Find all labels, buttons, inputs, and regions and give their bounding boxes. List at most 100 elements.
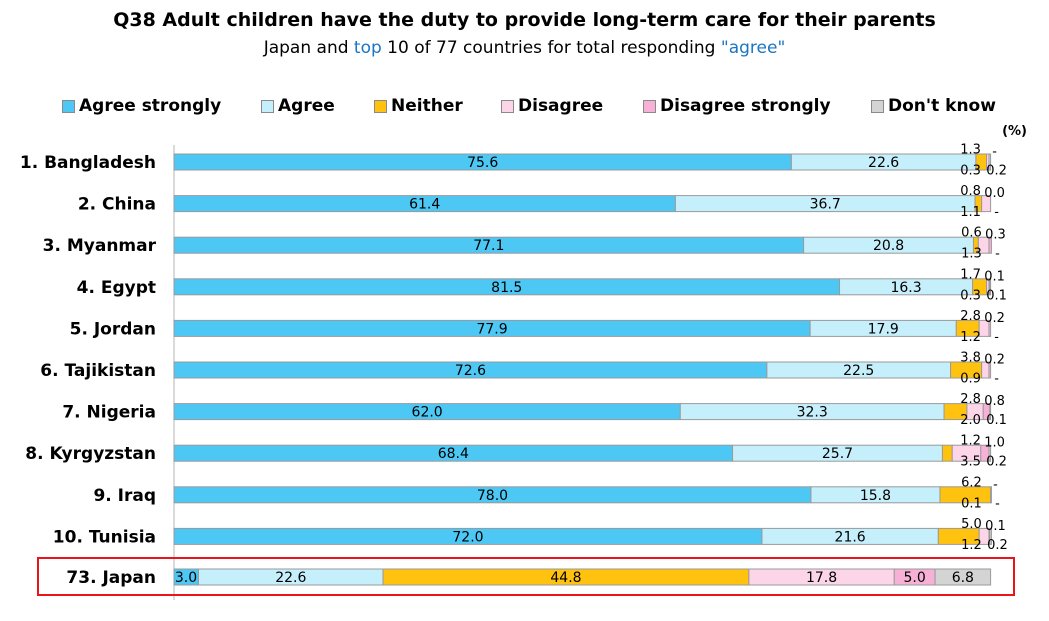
data-label-egypt-neither: 1.7 (960, 267, 981, 282)
bar-myanmar-disagree-strongly (988, 236, 992, 254)
data-label-china-agree-strongly: 61.4 (409, 197, 440, 213)
category-label-iraq: 9. Iraq (93, 486, 156, 506)
data-label-jordan-dont-know: - (994, 330, 999, 345)
unit-label: (%) (1002, 124, 1027, 139)
data-label-nigeria-dont-know: 0.1 (986, 413, 1007, 428)
data-label-china-agree: 36.7 (810, 197, 841, 213)
data-label-myanmar-dont-know: - (995, 247, 1000, 262)
category-label-tunisia: 10. Tunisia (53, 527, 156, 547)
data-label-china-disagree-strongly: 0.0 (984, 186, 1005, 201)
data-label-china-neither: 0.8 (960, 184, 981, 199)
data-label-myanmar-agree-strongly: 77.1 (473, 238, 504, 254)
category-label-bangladesh: 1. Bangladesh (20, 153, 156, 173)
data-label-iraq-disagree: 0.1 (961, 496, 982, 511)
data-label-tunisia-dont-know: 0.2 (987, 538, 1008, 553)
legend-item-disagree-strongly: Disagree strongly (643, 96, 831, 116)
data-label-tajikistan-agree: 22.5 (843, 363, 874, 379)
bar-tajikistan-disagree-strongly (988, 361, 992, 379)
legend-item-neither: Neither (374, 96, 463, 116)
legend-swatch-neither (374, 99, 387, 113)
legend-item-dont-know: Don't know (871, 96, 996, 116)
data-label-tunisia-neither: 5.0 (961, 517, 982, 532)
data-label-egypt-disagree-strongly: 0.1 (984, 269, 1005, 284)
chart-subtitle: Japan and top 10 of 77 countries for tot… (0, 38, 1049, 58)
bar-kyrgyzstan-dont-know (988, 444, 992, 462)
subtitle-prefix: Japan and (263, 38, 354, 58)
legend-swatch-dont-know (871, 99, 884, 113)
data-label-japan-agree-strongly: 3.0 (175, 570, 197, 586)
data-label-jordan-neither: 2.8 (960, 309, 981, 324)
data-label-nigeria-agree: 32.3 (797, 405, 828, 421)
legend-label-agree-strongly: Agree strongly (79, 96, 222, 116)
data-label-iraq-disagree-strongly: - (993, 477, 998, 492)
bar-china-disagree (981, 195, 992, 213)
data-label-bangladesh-agree-strongly: 75.6 (467, 155, 498, 171)
data-label-japan-agree: 22.6 (275, 570, 306, 586)
data-label-nigeria-agree-strongly: 62.0 (412, 405, 443, 421)
legend-swatch-agree (261, 99, 274, 113)
legend-label-disagree: Disagree (518, 96, 604, 116)
data-label-japan-neither: 44.8 (550, 570, 581, 586)
bar-japan-dont-know (934, 568, 992, 586)
data-label-jordan-disagree-strongly: 0.2 (984, 311, 1005, 326)
data-label-egypt-dont-know: 0.1 (986, 288, 1007, 303)
subtitle-highlight-agree: "agree" (720, 38, 786, 58)
subtitle-highlight-top: top (353, 38, 382, 58)
legend-item-agree: Agree (261, 96, 335, 116)
legend-label-neither: Neither (391, 96, 463, 116)
data-label-myanmar-disagree: 1.3 (961, 247, 982, 262)
data-label-tajikistan-dont-know: - (994, 372, 999, 387)
category-label-egypt: 4. Egypt (77, 278, 156, 298)
chart-legend: Agree strongly Agree Neither Disagree Di… (0, 96, 1049, 120)
category-label-kyrgyzstan: 8. Kyrgyzstan (25, 444, 156, 464)
data-label-bangladesh-disagree: 0.3 (960, 164, 981, 179)
data-label-bangladesh-dont-know: 0.2 (986, 164, 1007, 179)
category-label-china: 2. China (78, 195, 156, 215)
data-label-nigeria-disagree: 2.0 (960, 413, 981, 428)
data-label-egypt-agree-strongly: 81.5 (491, 280, 522, 296)
data-label-japan-disagree-strongly: 5.0 (904, 570, 926, 586)
data-label-kyrgyzstan-disagree-strongly: 1.0 (984, 436, 1005, 451)
data-label-nigeria-neither: 2.8 (960, 392, 981, 407)
data-label-tajikistan-disagree: 0.9 (960, 372, 981, 387)
data-label-iraq-neither: 6.2 (961, 475, 982, 490)
legend-item-agree-strongly: Agree strongly (62, 96, 221, 116)
data-label-bangladesh-agree: 22.6 (868, 155, 899, 171)
data-label-tajikistan-disagree-strongly: 0.2 (984, 353, 1005, 368)
legend-label-disagree-strongly: Disagree strongly (660, 96, 831, 116)
data-label-china-disagree: 1.1 (960, 205, 981, 220)
category-label-myanmar: 3. Myanmar (43, 236, 157, 256)
bar-kyrgyzstan-neither (941, 444, 953, 462)
data-label-bangladesh-disagree-strongly: - (992, 145, 997, 160)
category-label-nigeria: 7. Nigeria (62, 403, 156, 423)
data-label-kyrgyzstan-dont-know: 0.2 (986, 455, 1007, 470)
chart-title: Q38 Adult children have the duty to prov… (113, 9, 936, 31)
legend-label-dont-know: Don't know (888, 96, 996, 116)
data-label-egypt-agree: 16.3 (890, 280, 921, 296)
data-label-iraq-agree: 15.8 (860, 488, 891, 504)
data-label-iraq-agree-strongly: 78.0 (477, 488, 508, 504)
data-label-kyrgyzstan-agree: 25.7 (822, 446, 853, 462)
category-label-tajikistan: 6. Tajikistan (40, 361, 156, 381)
legend-swatch-agree-strongly (62, 99, 75, 113)
legend-label-agree: Agree (278, 96, 335, 116)
bar-iraq-disagree (990, 486, 992, 504)
data-label-egypt-disagree: 0.3 (960, 288, 981, 303)
highlight-box-japan (37, 557, 1015, 596)
data-label-myanmar-disagree-strongly: 0.3 (985, 228, 1006, 243)
legend-swatch-disagree (501, 99, 514, 113)
subtitle-middle: 10 of 77 countries for total responding (381, 38, 721, 58)
data-label-tunisia-agree: 21.6 (835, 529, 866, 545)
data-label-tajikistan-neither: 3.8 (960, 351, 981, 366)
data-label-bangladesh-neither: 1.3 (960, 143, 981, 158)
data-label-myanmar-neither: 0.6 (961, 226, 982, 241)
bar-bangladesh-dont-know (988, 153, 992, 171)
data-label-japan-dont-know: 6.8 (952, 570, 974, 586)
data-label-myanmar-agree: 20.8 (873, 238, 904, 254)
data-label-japan-disagree: 17.8 (806, 570, 837, 586)
data-label-iraq-dont-know: - (995, 496, 1000, 511)
category-label-japan: 73. Japan (66, 568, 156, 588)
data-label-jordan-agree: 17.9 (868, 321, 899, 337)
bar-egypt-dont-know (989, 278, 992, 296)
